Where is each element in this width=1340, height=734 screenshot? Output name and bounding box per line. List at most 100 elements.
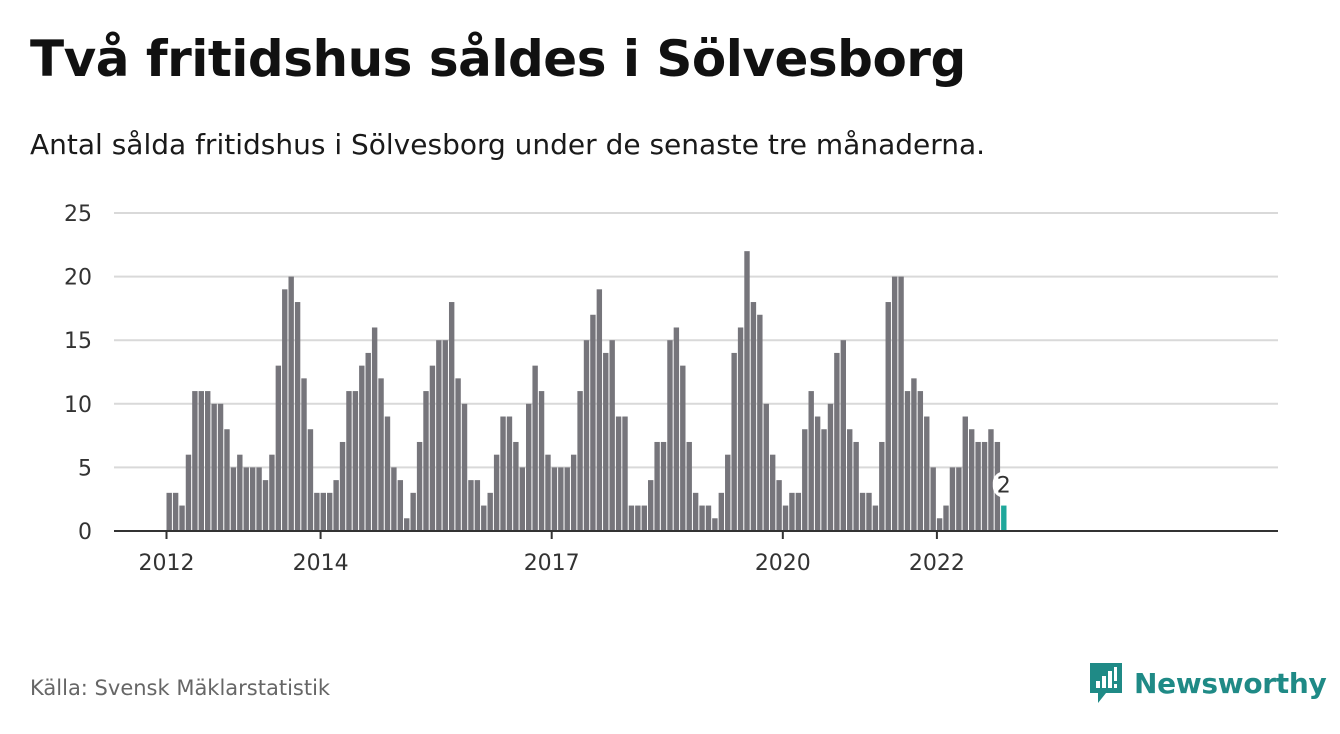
bar	[532, 365, 538, 531]
bar	[808, 391, 814, 531]
bar	[166, 492, 172, 531]
bar	[172, 492, 179, 531]
bar	[339, 441, 346, 531]
bar	[981, 441, 988, 531]
bar	[423, 391, 429, 531]
bar	[217, 403, 224, 531]
bar	[249, 467, 256, 531]
bar	[648, 480, 654, 531]
bar	[391, 467, 397, 531]
bar	[481, 505, 487, 531]
bar	[513, 441, 519, 531]
bar	[731, 352, 737, 531]
bar	[834, 352, 840, 531]
bar	[686, 441, 692, 531]
bar	[667, 340, 673, 531]
y-tick-label: 10	[64, 393, 92, 418]
chart-title: Två fritidshus såldes i Sölvesborg	[30, 30, 966, 88]
bar	[847, 429, 853, 531]
bar	[622, 416, 628, 531]
bar	[603, 352, 609, 531]
bar	[352, 391, 359, 531]
bar	[500, 416, 506, 531]
bar	[660, 441, 667, 531]
bar-chart: 0 5 10 15 20 25 2 2012 2014 2017 2020 2022	[64, 202, 1278, 576]
x-tick-label: 2017	[524, 551, 580, 576]
bar	[911, 378, 917, 531]
bar	[705, 505, 712, 531]
bar	[673, 327, 680, 531]
bar	[294, 302, 301, 531]
bar	[205, 391, 211, 531]
bar	[436, 340, 442, 531]
y-tick-label: 15	[64, 329, 92, 354]
x-tick-label: 2020	[755, 551, 811, 576]
bar	[570, 454, 577, 531]
bar	[635, 505, 641, 531]
brand-name: Newsworthy	[1134, 666, 1327, 700]
bar	[814, 416, 821, 531]
bar	[956, 467, 962, 531]
bar	[962, 416, 968, 531]
bar	[558, 467, 564, 531]
bar	[577, 391, 583, 531]
bar	[526, 403, 532, 531]
bar	[474, 480, 481, 531]
bar	[590, 314, 596, 531]
bar	[185, 454, 192, 531]
annotation-background	[992, 471, 1015, 498]
bar	[692, 492, 699, 531]
bar	[891, 276, 898, 531]
bar	[198, 391, 204, 531]
bar	[776, 480, 782, 531]
bar	[718, 492, 725, 531]
bar	[737, 327, 744, 531]
bar	[769, 454, 776, 531]
bar	[757, 314, 763, 531]
bar	[384, 416, 391, 531]
bar	[256, 467, 262, 531]
bar	[641, 505, 647, 531]
bar	[930, 467, 936, 531]
latest-value-label: 2	[997, 474, 1011, 499]
bar	[872, 505, 879, 531]
bar	[211, 403, 217, 531]
bar	[936, 518, 943, 531]
bar	[269, 454, 275, 531]
bar	[827, 403, 834, 531]
bar	[416, 441, 423, 531]
bar	[904, 391, 911, 531]
y-tick-label: 0	[78, 520, 92, 545]
bar	[917, 391, 924, 531]
bar	[397, 480, 404, 531]
bar	[564, 467, 570, 531]
bar	[327, 492, 333, 531]
bar	[307, 429, 314, 531]
bar	[879, 441, 885, 531]
bar	[545, 454, 551, 531]
bar	[404, 518, 410, 531]
bar	[943, 505, 949, 531]
bar	[988, 429, 994, 531]
bar	[314, 492, 320, 531]
bar	[763, 403, 769, 531]
bar	[282, 289, 288, 531]
bar	[346, 391, 352, 531]
bar	[802, 429, 808, 531]
bar	[949, 467, 956, 531]
bar	[243, 467, 249, 531]
bar	[179, 505, 185, 531]
x-tick-label: 2014	[293, 551, 349, 576]
bar	[782, 505, 789, 531]
bar	[615, 416, 622, 531]
bar	[378, 378, 384, 531]
bar	[853, 441, 859, 531]
bar	[975, 441, 981, 531]
bar	[365, 352, 371, 531]
bar	[712, 518, 718, 531]
bar	[224, 429, 230, 531]
y-tick-label: 20	[64, 266, 92, 291]
bar	[359, 365, 365, 531]
y-tick-label: 25	[64, 202, 92, 227]
bar	[442, 340, 448, 531]
